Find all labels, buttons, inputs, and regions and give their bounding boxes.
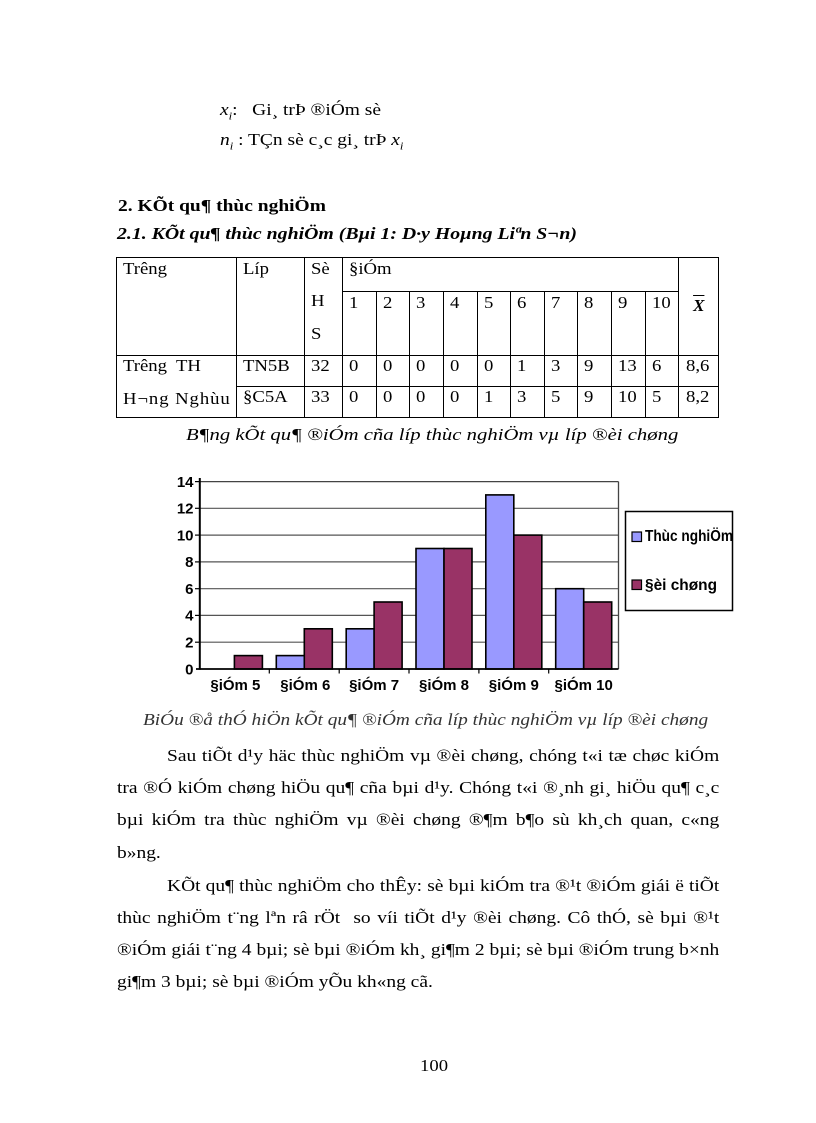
svg-text:8: 8: [185, 554, 193, 571]
svg-text:Thùc nghiÖm: Thùc nghiÖm: [645, 528, 733, 545]
svg-text:0: 0: [185, 661, 193, 678]
svg-text:14: 14: [177, 474, 194, 491]
svg-text:§iÓm 5: §iÓm 5: [210, 676, 260, 694]
svg-text:12: 12: [177, 501, 194, 518]
svg-text:§iÓm 7: §iÓm 7: [349, 676, 399, 694]
svg-text:6: 6: [185, 581, 193, 598]
svg-text:§iÓm 9: §iÓm 9: [489, 676, 539, 694]
svg-text:2: 2: [185, 635, 193, 652]
svg-text:§èi chøng: §èi chøng: [645, 577, 717, 594]
svg-text:§iÓm 6: §iÓm 6: [280, 676, 330, 694]
svg-text:§iÓm 8: §iÓm 8: [419, 676, 469, 694]
svg-text:10: 10: [177, 527, 194, 544]
svg-text:4: 4: [185, 608, 194, 625]
svg-text:§iÓm 10: §iÓm 10: [555, 676, 613, 694]
